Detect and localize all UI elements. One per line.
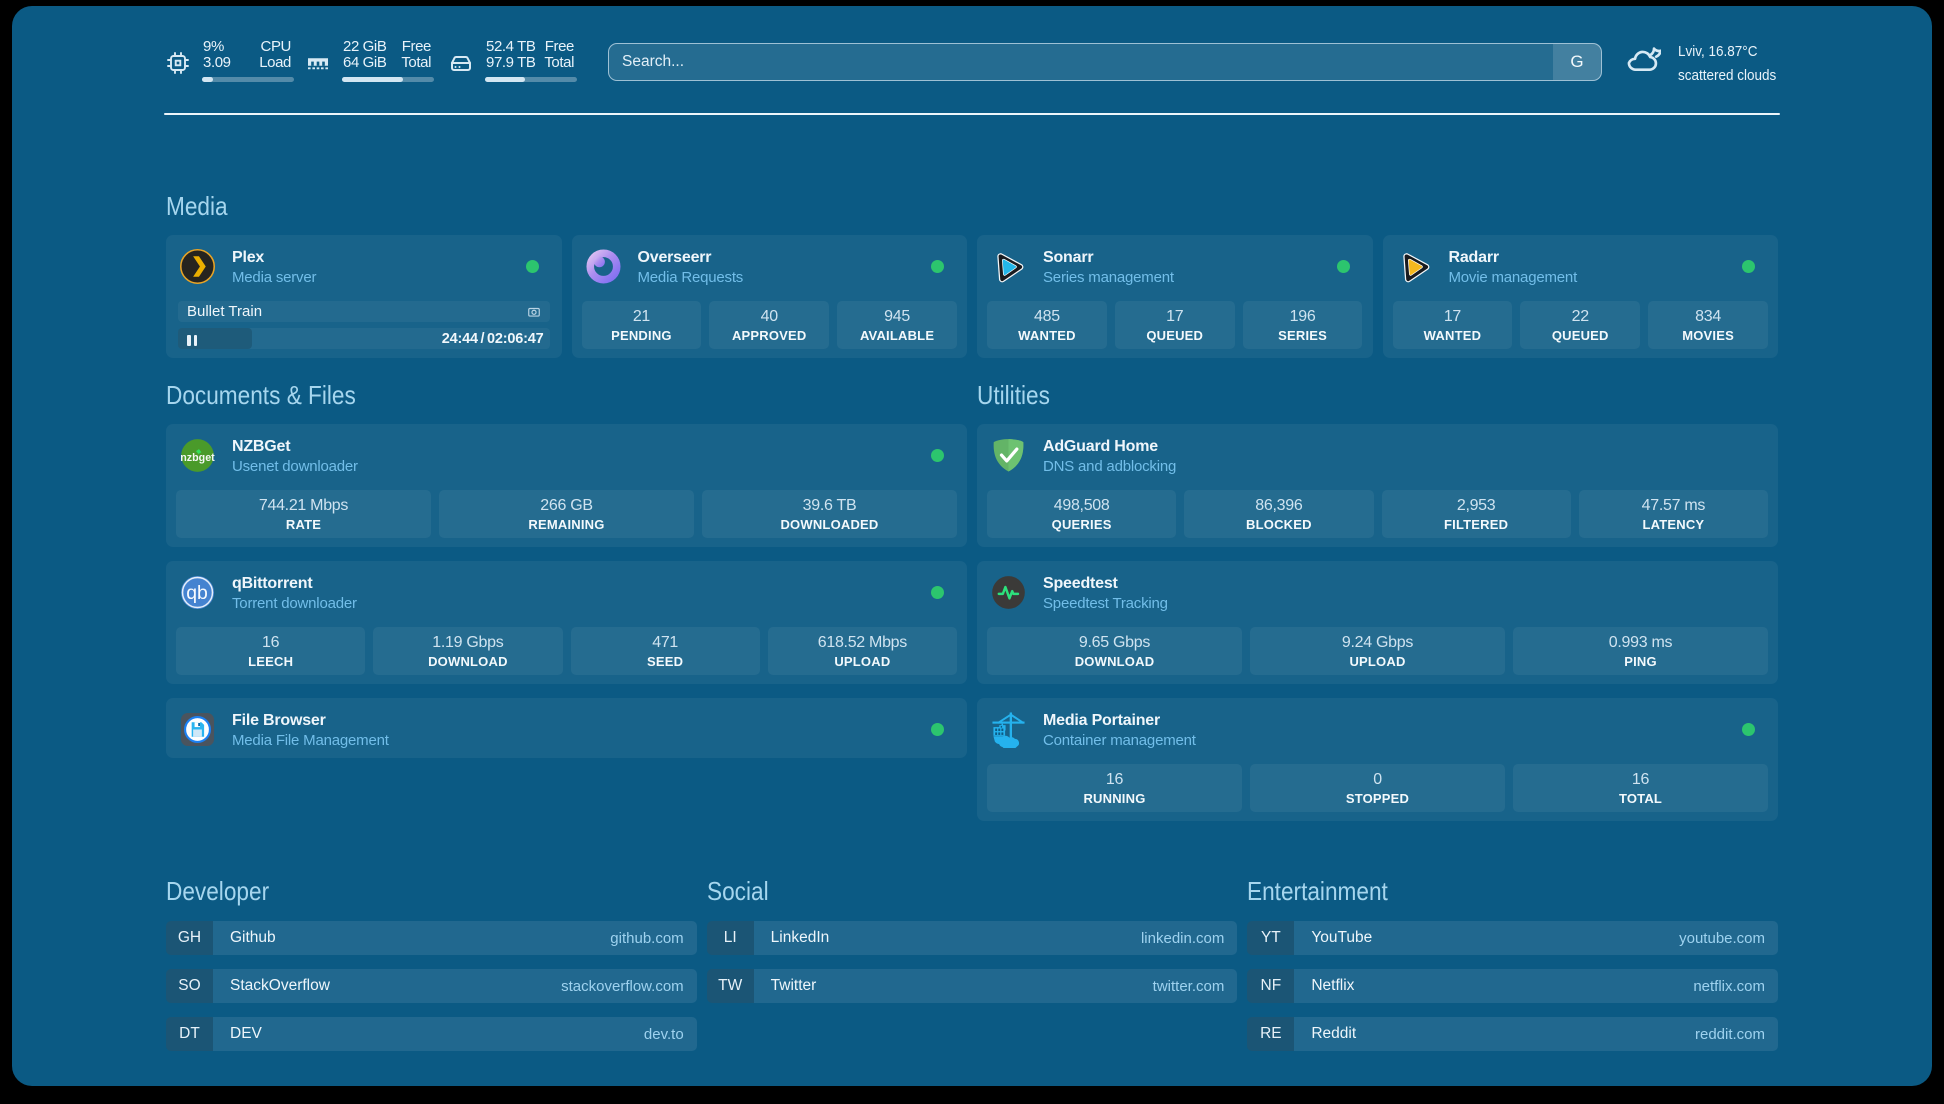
svg-text:nzbget: nzbget (180, 452, 215, 464)
svg-text:qb: qb (186, 582, 208, 604)
